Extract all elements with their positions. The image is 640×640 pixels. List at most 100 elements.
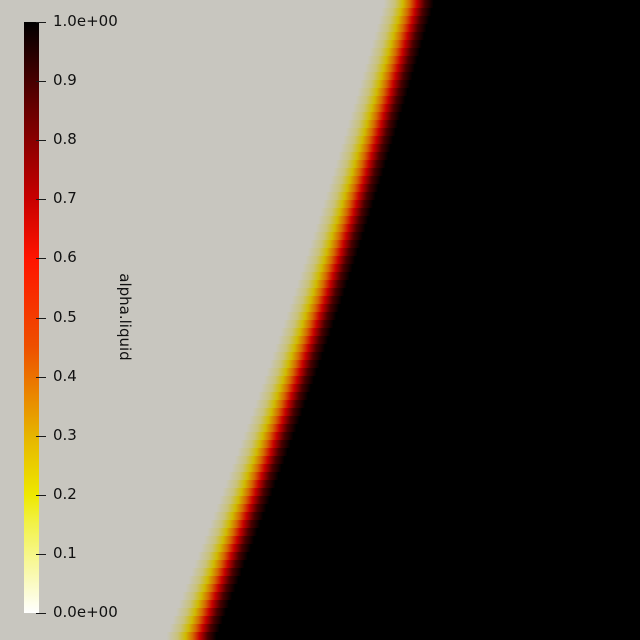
colorbar-tick-label: 0.3	[53, 426, 77, 444]
liquid-region-strip	[352, 264, 640, 273]
liquid-region-strip	[278, 472, 640, 481]
liquid-region-strip	[404, 96, 640, 105]
front-strip	[255, 400, 306, 409]
front-strip	[278, 336, 329, 345]
front-strip	[294, 288, 345, 297]
liquid-region-strip	[400, 112, 640, 121]
colorbar-title: alpha.liquid	[116, 273, 134, 361]
liquid-region-strip	[433, 0, 640, 9]
front-strip	[210, 520, 261, 529]
liquid-region-strip	[430, 8, 640, 17]
liquid-region-strip	[412, 72, 640, 81]
liquid-region-strip	[367, 216, 640, 225]
liquid-region-strip	[409, 80, 640, 89]
liquid-region-strip	[341, 296, 640, 305]
front-strip	[345, 128, 396, 137]
liquid-region-strip	[346, 280, 640, 289]
liquid-region-strip	[344, 288, 640, 297]
front-strip	[169, 624, 220, 633]
front-strip	[291, 296, 342, 305]
liquid-region-strip	[272, 488, 640, 497]
liquid-region-strip	[372, 200, 640, 209]
liquid-region-strip	[281, 464, 640, 473]
front-strip	[328, 184, 379, 193]
front-strip	[350, 112, 401, 121]
front-strip	[231, 464, 282, 473]
colorbar-tick-mark	[36, 318, 46, 319]
colorbar-tick-mark	[36, 199, 46, 200]
liquid-region-strip	[414, 64, 640, 73]
front-strip	[360, 80, 411, 89]
liquid-region-strip	[241, 568, 640, 577]
colorbar-tick-label: 0.7	[53, 189, 77, 207]
front-strip	[201, 544, 252, 553]
liquid-region-strip	[349, 272, 640, 281]
colorbar	[24, 22, 39, 613]
front-strip	[280, 328, 331, 337]
liquid-region-strip	[330, 328, 640, 337]
front-strip	[283, 320, 334, 329]
liquid-region-strip	[359, 240, 640, 249]
front-strip	[275, 344, 326, 353]
front-strip	[330, 176, 381, 185]
liquid-region-strip	[395, 128, 640, 137]
liquid-region-strip	[247, 552, 640, 561]
liquid-region-strip	[301, 408, 640, 417]
liquid-region-strip	[327, 336, 640, 345]
front-strip	[172, 616, 223, 625]
front-strip	[225, 480, 276, 489]
front-strip	[222, 488, 273, 497]
liquid-front	[166, 0, 640, 640]
liquid-region-strip	[380, 176, 640, 185]
liquid-region-strip	[228, 600, 640, 609]
front-strip	[252, 408, 303, 417]
liquid-region-strip	[231, 592, 640, 601]
front-strip	[335, 160, 386, 169]
front-strip	[320, 208, 371, 217]
colorbar-tick-mark	[36, 140, 46, 141]
front-strip	[333, 168, 384, 177]
front-strip	[362, 72, 413, 81]
front-strip	[376, 24, 427, 33]
liquid-region-strip	[244, 560, 640, 569]
front-strip	[315, 224, 366, 233]
front-strip	[340, 144, 391, 153]
front-strip	[374, 32, 425, 41]
liquid-region-strip	[316, 368, 640, 377]
liquid-region-strip	[238, 576, 640, 585]
front-strip	[246, 424, 297, 433]
front-strip	[176, 608, 227, 617]
liquid-region-strip	[385, 160, 640, 169]
front-strip	[188, 576, 239, 585]
colorbar-tick-mark	[36, 81, 46, 82]
liquid-region-strip	[354, 256, 640, 265]
liquid-region-strip	[419, 48, 640, 57]
front-strip	[234, 456, 285, 465]
front-strip	[261, 384, 312, 393]
colorbar-tick-label: 0.0e+00	[53, 603, 118, 621]
colorbar-tick-label: 0.1	[53, 544, 77, 562]
front-strip	[182, 592, 233, 601]
liquid-region-strip	[284, 456, 640, 465]
front-strip	[323, 200, 374, 209]
colorbar-tick-label: 0.5	[53, 308, 77, 326]
front-strip	[299, 272, 350, 281]
liquid-region-strip	[365, 224, 640, 233]
liquid-region-strip	[307, 392, 640, 401]
front-strip	[302, 264, 353, 273]
front-strip	[185, 584, 236, 593]
front-strip	[379, 16, 430, 25]
colorbar-tick-mark	[36, 258, 46, 259]
front-strip	[369, 48, 420, 57]
liquid-region-strip	[313, 376, 640, 385]
front-strip	[219, 496, 270, 505]
colorbar-gradient	[24, 22, 39, 613]
liquid-region-strip	[402, 104, 640, 113]
colorbar-tick-label: 0.6	[53, 248, 77, 266]
front-strip	[228, 472, 279, 481]
front-strip	[297, 280, 348, 289]
liquid-region-strip	[421, 40, 640, 49]
front-strip	[243, 432, 294, 441]
liquid-region-strip	[265, 504, 640, 513]
